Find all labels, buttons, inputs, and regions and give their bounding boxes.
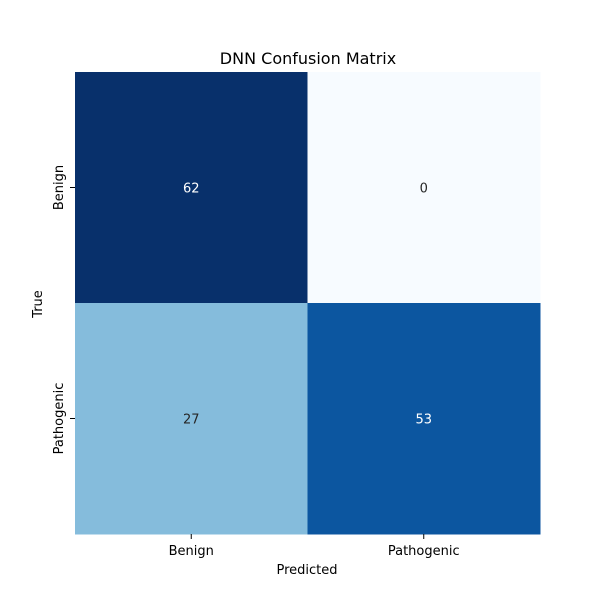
heatmap-cell-pathogenic-benign <box>75 303 308 535</box>
y-axis-label: True <box>31 290 46 319</box>
cell-value-label: 0 <box>420 182 428 197</box>
x-tick-label: Benign <box>169 544 214 559</box>
x-axis-label: Predicted <box>276 563 337 578</box>
cell-value-labels: 62 0 27 53 <box>183 182 432 428</box>
heatmap-cell-pathogenic-pathogenic <box>307 303 541 535</box>
cell-value-label: 53 <box>415 413 432 428</box>
heatmap-cells <box>75 72 541 535</box>
y-axis: Benign Pathogenic <box>52 165 75 455</box>
chart-title: DNN Confusion Matrix <box>220 49 396 68</box>
x-axis: Benign Pathogenic <box>169 534 460 559</box>
heatmap-cell-benign-benign <box>75 72 308 304</box>
cell-value-label: 62 <box>183 182 200 197</box>
y-tick-label: Benign <box>52 165 67 210</box>
heatmap-cell-benign-pathogenic <box>307 72 541 304</box>
cell-value-label: 27 <box>183 413 200 428</box>
x-tick-label: Pathogenic <box>388 544 460 559</box>
y-tick-label: Pathogenic <box>52 383 67 455</box>
